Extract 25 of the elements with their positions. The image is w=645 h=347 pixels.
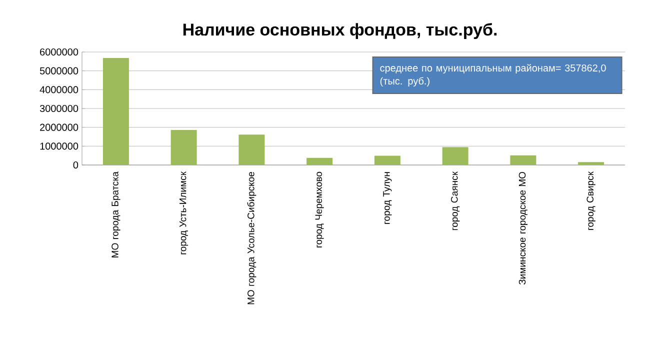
y-tick-label: 1000000 — [40, 142, 78, 150]
y-tick-label: 0 — [73, 161, 78, 169]
y-tick-label: 4000000 — [40, 86, 78, 94]
bar — [578, 162, 604, 165]
y-tick-label: 5000000 — [40, 67, 78, 74]
x-tick-label: город Саянск — [451, 171, 460, 230]
x-tick-label: МО города Усолье-Сибирское — [247, 172, 256, 304]
x-tick-label: город Свирск — [586, 171, 596, 230]
bar — [170, 130, 197, 165]
bar — [102, 58, 129, 165]
y-tick-label: 6000000 — [40, 48, 78, 56]
x-tick-label: город Тулун — [383, 172, 392, 224]
x-tick-label: Зиминское городское МО — [518, 172, 528, 285]
bar — [442, 147, 468, 165]
x-tick-label: МО города Братска — [112, 172, 120, 258]
bar — [510, 155, 536, 165]
x-tick-label: город Черемхово — [315, 172, 324, 248]
x-tick-label: город Усть-Илимск — [180, 171, 188, 254]
annotation: среднее по муниципальным районам= 357862,0 (тыс. руб.) — [380, 64, 606, 87]
bar — [374, 156, 400, 165]
bar — [306, 158, 333, 165]
bar — [238, 134, 265, 165]
y-tick-label: 2000000 — [40, 124, 78, 131]
y-tick-label: 3000000 — [40, 104, 78, 112]
chart-title: Наличие основных фондов, тыс.руб. — [183, 22, 497, 39]
